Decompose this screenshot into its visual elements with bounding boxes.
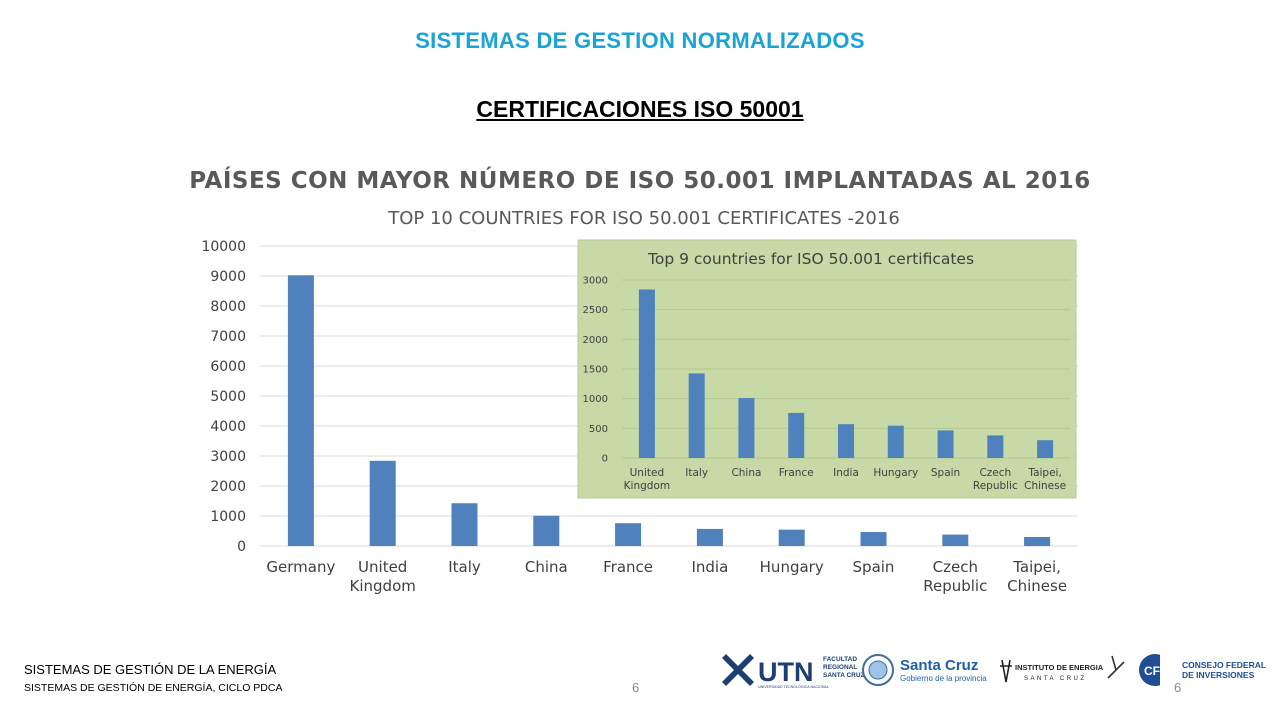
x-tick-label: Hungary (873, 467, 918, 479)
utn-name: UTN (758, 657, 814, 687)
y-tick-label: 3000 (210, 449, 246, 465)
svg-text:INSTITUTO DE ENERGIA: INSTITUTO DE ENERGIA (1015, 663, 1104, 672)
x-tick-label: Chinese (1007, 577, 1067, 595)
x-tick-label: China (525, 558, 568, 576)
inset-chart-title: Top 9 countries for ISO 50.001 certifica… (647, 250, 974, 268)
x-tick-label: Taipei, (1027, 467, 1061, 479)
main-chart-y-axis: 0 1000 2000 3000 4000 5000 6000 7000 8000 9000 100… (201, 239, 246, 555)
y-tick-label: 2500 (583, 305, 608, 316)
x-tick-label: Italy (448, 558, 481, 576)
bar-italy (688, 373, 705, 458)
x-tick-label: Republic (973, 480, 1018, 492)
bar-france (615, 523, 642, 546)
sub-title: CERTIFICACIONES ISO 50001 (476, 96, 804, 122)
svg-text:SANTA CRUZ: SANTA CRUZ (823, 672, 865, 679)
bar-india (696, 528, 723, 546)
page-number-right: 6 (1174, 680, 1182, 695)
x-tick-label: Hungary (760, 558, 824, 576)
bar-italy (451, 503, 478, 546)
y-tick-label: 0 (237, 539, 246, 555)
bar-spain (937, 430, 954, 458)
x-tick-label: Kingdom (350, 577, 416, 595)
y-tick-label: 9000 (210, 269, 246, 285)
cfi-logo-text: CONSEJO FEDERAL DE INVERSIONES (1182, 660, 1267, 680)
x-tick-label: Chinese (1024, 480, 1066, 492)
svg-text:REGIONAL: REGIONAL (823, 664, 857, 671)
main-chart-bars (287, 275, 1051, 546)
header-title: SISTEMAS DE GESTION NORMALIZADOS (415, 28, 865, 53)
svg-text:UNIVERSIDAD TECNOLÓGICA NACION: UNIVERSIDAD TECNOLÓGICA NACIONAL (758, 684, 829, 689)
y-tick-label: 0 (602, 454, 608, 465)
cfi-logo: CFI (1139, 654, 1160, 686)
tower-icon (1000, 659, 1012, 683)
inset-chart: Top 9 countries for ISO 50.001 certifica… (577, 239, 1077, 499)
y-tick-label: 1000 (210, 509, 246, 525)
x-tick-label: Czech (979, 467, 1011, 479)
y-tick-label: 7000 (210, 329, 246, 345)
x-tick-label: Germany (266, 558, 335, 576)
x-tick-label: India (691, 558, 728, 576)
santa-cruz-logo: Santa Cruz Gobierno de la provincia (862, 654, 987, 686)
x-tick-label: France (779, 467, 814, 479)
chart-title: PAÍSES CON MAYOR NÚMERO DE ISO 50.001 IM… (189, 168, 1091, 194)
x-tick-label: India (833, 467, 859, 479)
bar-taipei-chinese (1024, 537, 1051, 546)
x-tick-label: Spain (931, 467, 960, 479)
bar-china (533, 515, 560, 546)
x-tick-label: Republic (923, 577, 987, 595)
footer-course-subtitle: SISTEMAS DE GESTIÓN DE ENERGÍA, CICLO PD… (24, 682, 283, 694)
x-tick-label: Italy (685, 467, 708, 479)
logos-strip: UTN FACULTAD REGIONAL SANTA CRUZ UNIVERS… (722, 654, 1160, 689)
wind-turbine-icon (1107, 655, 1125, 679)
bar-czech-republic (987, 435, 1004, 458)
x-tick-label: France (603, 558, 653, 576)
y-tick-label: 1000 (583, 394, 608, 405)
y-tick-label: 500 (589, 424, 608, 435)
utn-logo: UTN FACULTAD REGIONAL SANTA CRUZ UNIVERS… (722, 654, 865, 689)
x-tick-label: United (630, 467, 665, 479)
santa-cruz-name: Santa Cruz (900, 657, 978, 674)
y-tick-label: 1500 (583, 365, 608, 376)
svg-text:SANTA CRUZ: SANTA CRUZ (1024, 676, 1087, 682)
y-tick-label: 2000 (583, 335, 608, 346)
y-tick-label: 3000 (583, 276, 608, 287)
chart-subtitle: TOP 10 COUNTRIES FOR ISO 50.001 CERTIFIC… (388, 208, 900, 229)
x-tick-label: China (731, 467, 761, 479)
y-tick-label: 6000 (210, 359, 246, 375)
inset-chart-bars (638, 289, 1054, 458)
bar-france (788, 412, 805, 458)
x-tick-label: United (358, 558, 407, 576)
bar-taipei-chinese (1037, 440, 1054, 458)
instituto-energia-logo: INSTITUTO DE ENERGIA SANTA CRUZ (1000, 655, 1125, 683)
svg-text:CFI: CFI (1144, 664, 1160, 678)
footer-course-title: SISTEMAS DE GESTIÓN DE LA ENERGÍA (24, 662, 277, 677)
bar-hungary (778, 529, 805, 546)
bar-india (838, 424, 854, 458)
x-tick-label: Kingdom (624, 480, 670, 492)
inset-chart-y-axis: 0 500 1000 1500 2000 2500 3000 (583, 276, 608, 465)
utn-emblem-icon (722, 654, 754, 686)
svg-text:FACULTAD: FACULTAD (823, 656, 857, 663)
bar-hungary (887, 425, 904, 458)
cfi-badge-icon (1139, 654, 1160, 686)
bar-czech-republic (942, 534, 969, 546)
y-tick-label: 8000 (210, 299, 246, 315)
y-tick-label: 5000 (210, 389, 246, 405)
bar-united-kingdom (638, 289, 655, 458)
x-tick-label: Spain (853, 558, 895, 576)
x-tick-label: Czech (933, 558, 978, 576)
bar-germany (287, 275, 314, 546)
svg-text:Gobierno de la provincia: Gobierno de la provincia (900, 674, 987, 683)
y-tick-label: 4000 (210, 419, 246, 435)
page-number: 6 (632, 680, 640, 695)
y-tick-label: 2000 (210, 479, 246, 495)
bar-united-kingdom (369, 460, 396, 546)
x-tick-label: Taipei, (1012, 558, 1061, 576)
y-tick-label: 10000 (201, 239, 246, 255)
bar-china (738, 398, 755, 458)
bar-spain (860, 532, 887, 546)
